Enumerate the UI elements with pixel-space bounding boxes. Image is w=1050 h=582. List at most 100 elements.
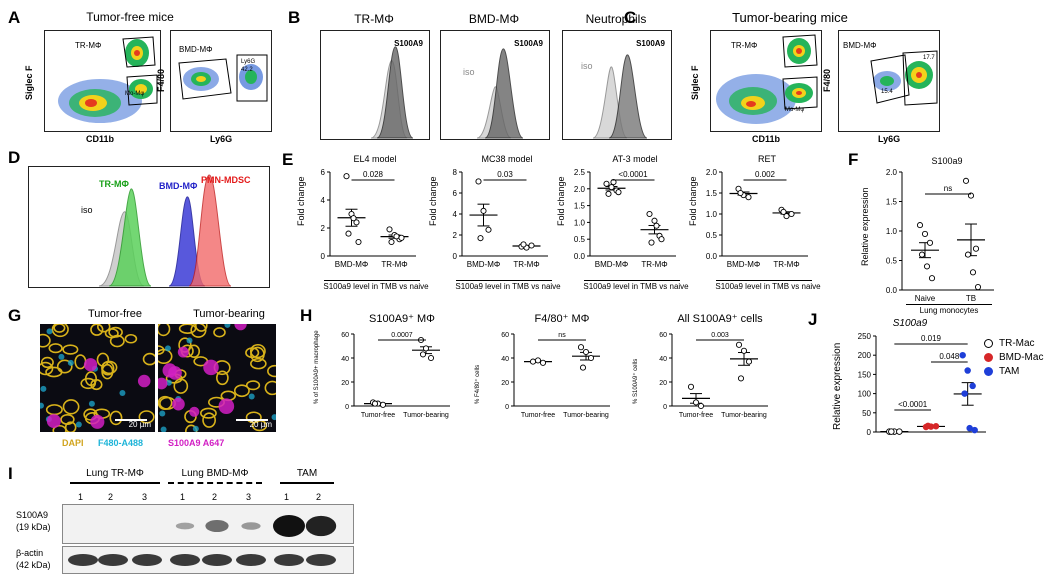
x-tick-label: TR-MΦ (773, 260, 799, 269)
lane-group-rule (280, 482, 334, 484)
data-point (687, 383, 695, 390)
axis-label-x: Ly6G (878, 134, 901, 144)
data-point (972, 245, 980, 252)
y-tick-label: 60 (341, 332, 349, 339)
y-tick-label: 1.5 (574, 202, 586, 211)
data-point (579, 364, 587, 371)
data-point (969, 269, 977, 276)
histogram-title: BMD-MΦ (468, 12, 520, 26)
panel-h-dotplot: 0 20 40 60 Tumor-free Tumor-bearing 0.0007 (341, 332, 450, 419)
p-value: 0.028 (363, 170, 384, 179)
data-point (692, 399, 700, 406)
axis-label-x: Ly6G (210, 134, 233, 144)
y-tick-label: 1.0 (706, 210, 718, 219)
data-point (932, 422, 940, 430)
panel-c-title: Tumor-bearing mice (732, 10, 848, 25)
footer-rule (906, 304, 992, 305)
s100a9-signal (203, 359, 219, 376)
footer-rule (584, 280, 680, 281)
y-tick-label: 1.0 (886, 227, 898, 236)
x-tick-label: Tumor-free (679, 412, 713, 419)
y-tick-label: 100 (858, 390, 872, 399)
blot-band (305, 515, 337, 537)
y-tick-label: 2.5 (574, 168, 586, 177)
lane-group-label: Lung BMD-MΦ (181, 468, 249, 479)
data-point (969, 382, 976, 390)
western-blot-actin (62, 546, 354, 574)
marker-label: S100A9 (636, 39, 665, 48)
micro-title-right: Tumor-bearing (193, 308, 265, 320)
f480-signal (248, 393, 255, 400)
data-point (888, 428, 895, 435)
s100a9-signal (158, 377, 168, 390)
legend-marker (984, 367, 993, 376)
panel-c-flow-plot-1: TR-MΦ Mo-Mφ (710, 30, 822, 132)
footer-rule (324, 280, 420, 281)
y-axis-label: Fold change (428, 176, 438, 226)
data-point (343, 173, 350, 180)
gate-label: TR-MΦ (731, 41, 758, 50)
data-point (780, 208, 787, 215)
scale-bar-label: 20 µm (128, 420, 151, 429)
data-point (485, 226, 492, 233)
blot-band (175, 522, 195, 530)
x-tick-label: Tumor-bearing (563, 412, 609, 419)
lane-number: 3 (142, 492, 148, 502)
f480-signal (271, 414, 276, 421)
blot-band (273, 515, 305, 537)
nucleus (190, 324, 207, 338)
data-point (928, 275, 936, 282)
data-point (924, 422, 932, 430)
data-point (896, 428, 903, 435)
nucleus (178, 324, 197, 334)
legend-label: BMD-Mac (999, 352, 1044, 363)
panel-f-dotplot: 0.0 0.5 1.0 1.5 2.0 Naive TB ns (886, 168, 994, 303)
blot-band (98, 554, 128, 566)
data-point (783, 213, 790, 220)
data-point (653, 222, 660, 229)
y-tick-label: 40 (659, 356, 667, 363)
s100a9-signal (137, 374, 151, 388)
y-tick-label: 8 (453, 168, 458, 177)
data-point (603, 180, 610, 187)
data-point (388, 238, 395, 246)
nucleus (62, 399, 80, 415)
y-tick-label: 2.0 (574, 185, 586, 194)
y-tick-label: 20 (341, 380, 349, 387)
gate-value: 15.4 (881, 89, 893, 95)
histogram-title: TR-MΦ (354, 12, 394, 26)
blot-row-label: β-actin (16, 548, 44, 558)
x-tick-label: Tumor-free (521, 412, 555, 419)
y-tick-label: 0 (867, 428, 872, 437)
x-tick-label: TR-MΦ (513, 260, 539, 269)
gate-label: BMD-MΦ (179, 45, 213, 54)
nucleus (48, 343, 63, 354)
y-tick-label: 2.0 (706, 168, 718, 177)
f480-signal (160, 426, 167, 432)
nucleus (245, 411, 262, 424)
panel-e-dotplot: 0.0 0.5 1.0 1.5 2.0 BMD-MΦ TR-MΦ 0.002 (706, 168, 808, 269)
data-point (610, 179, 617, 186)
data-point (419, 351, 427, 358)
nucleus (90, 324, 104, 336)
data-point (475, 178, 482, 185)
nucleus (101, 360, 118, 375)
nucleus (158, 348, 173, 365)
plot-title: S100A9⁺ MΦ (369, 313, 435, 325)
legend-f480: F480-A488 (98, 438, 144, 448)
panel-label-a: A (8, 8, 21, 27)
x-tick-label: TB (966, 294, 976, 303)
y-tick-label: 1.5 (886, 198, 898, 207)
nucleus (267, 364, 276, 378)
x-tick-label: Tumor-bearing (721, 412, 767, 419)
blot-band (68, 554, 98, 566)
panel-label-c: C (624, 8, 637, 27)
legend-s100a9: S100A9 A647 (168, 438, 225, 448)
legend-label-trm: TR-MΦ (99, 179, 129, 189)
panel-e-dotplot: 0 2 4 6 BMD-MΦ TR-MΦ 0.028 (321, 168, 416, 269)
scale-bar-label: 20 µm (249, 420, 272, 429)
data-point (916, 222, 924, 229)
s100a9-signal (177, 346, 189, 358)
data-point (964, 367, 971, 374)
blot-band (205, 519, 229, 533)
